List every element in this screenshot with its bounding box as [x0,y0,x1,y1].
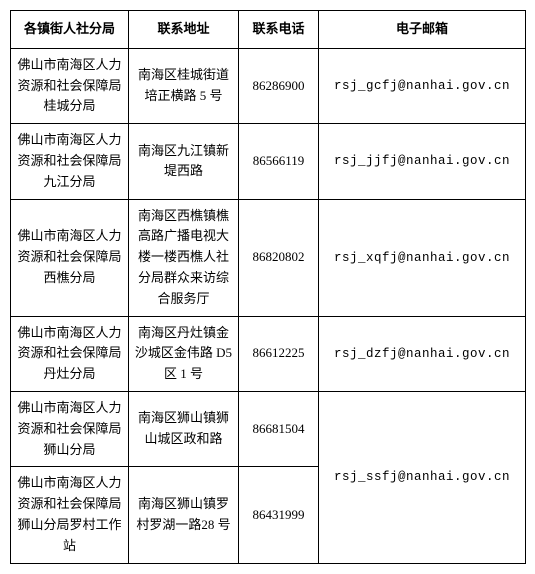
cell-address: 南海区狮山镇狮山城区政和路 [129,391,239,466]
cell-phone: 86566119 [239,124,319,199]
cell-phone: 86681504 [239,391,319,466]
cell-phone: 86820802 [239,199,319,316]
contact-table: 各镇街人社分局 联系地址 联系电话 电子邮箱 佛山市南海区人力资源和社会保障局桂… [10,10,526,564]
table-row: 佛山市南海区人力资源和社会保障局西樵分局南海区西樵镇樵高路广播电视大楼一楼西樵人… [11,199,526,316]
cell-email: rsj_gcfj@nanhai.gov.cn [319,48,526,123]
cell-email: rsj_dzfj@nanhai.gov.cn [319,316,526,391]
cell-address: 南海区桂城街道培正横路 5 号 [129,48,239,123]
cell-email: rsj_xqfj@nanhai.gov.cn [319,199,526,316]
cell-address: 南海区狮山镇罗村罗湖一路28 号 [129,467,239,563]
cell-phone: 86431999 [239,467,319,563]
cell-name: 佛山市南海区人力资源和社会保障局丹灶分局 [11,316,129,391]
table-row: 佛山市南海区人力资源和社会保障局丹灶分局南海区丹灶镇金沙城区金伟路 D5 区 1… [11,316,526,391]
col-header-phone: 联系电话 [239,11,319,49]
table-body: 佛山市南海区人力资源和社会保障局桂城分局南海区桂城街道培正横路 5 号86286… [11,48,526,563]
cell-email: rsj_ssfj@nanhai.gov.cn [319,391,526,563]
cell-phone: 86286900 [239,48,319,123]
col-header-address: 联系地址 [129,11,239,49]
col-header-name: 各镇街人社分局 [11,11,129,49]
table-row: 佛山市南海区人力资源和社会保障局九江分局南海区九江镇新堤西路86566119rs… [11,124,526,199]
cell-address: 南海区丹灶镇金沙城区金伟路 D5 区 1 号 [129,316,239,391]
cell-address: 南海区九江镇新堤西路 [129,124,239,199]
cell-address: 南海区西樵镇樵高路广播电视大楼一楼西樵人社分局群众来访综合服务厅 [129,199,239,316]
table-row: 佛山市南海区人力资源和社会保障局桂城分局南海区桂城街道培正横路 5 号86286… [11,48,526,123]
cell-name: 佛山市南海区人力资源和社会保障局狮山分局罗村工作站 [11,467,129,563]
cell-name: 佛山市南海区人力资源和社会保障局桂城分局 [11,48,129,123]
cell-name: 佛山市南海区人力资源和社会保障局狮山分局 [11,391,129,466]
header-row: 各镇街人社分局 联系地址 联系电话 电子邮箱 [11,11,526,49]
cell-name: 佛山市南海区人力资源和社会保障局九江分局 [11,124,129,199]
cell-phone: 86612225 [239,316,319,391]
table-row: 佛山市南海区人力资源和社会保障局狮山分局南海区狮山镇狮山城区政和路8668150… [11,391,526,466]
cell-email: rsj_jjfj@nanhai.gov.cn [319,124,526,199]
col-header-email: 电子邮箱 [319,11,526,49]
cell-name: 佛山市南海区人力资源和社会保障局西樵分局 [11,199,129,316]
